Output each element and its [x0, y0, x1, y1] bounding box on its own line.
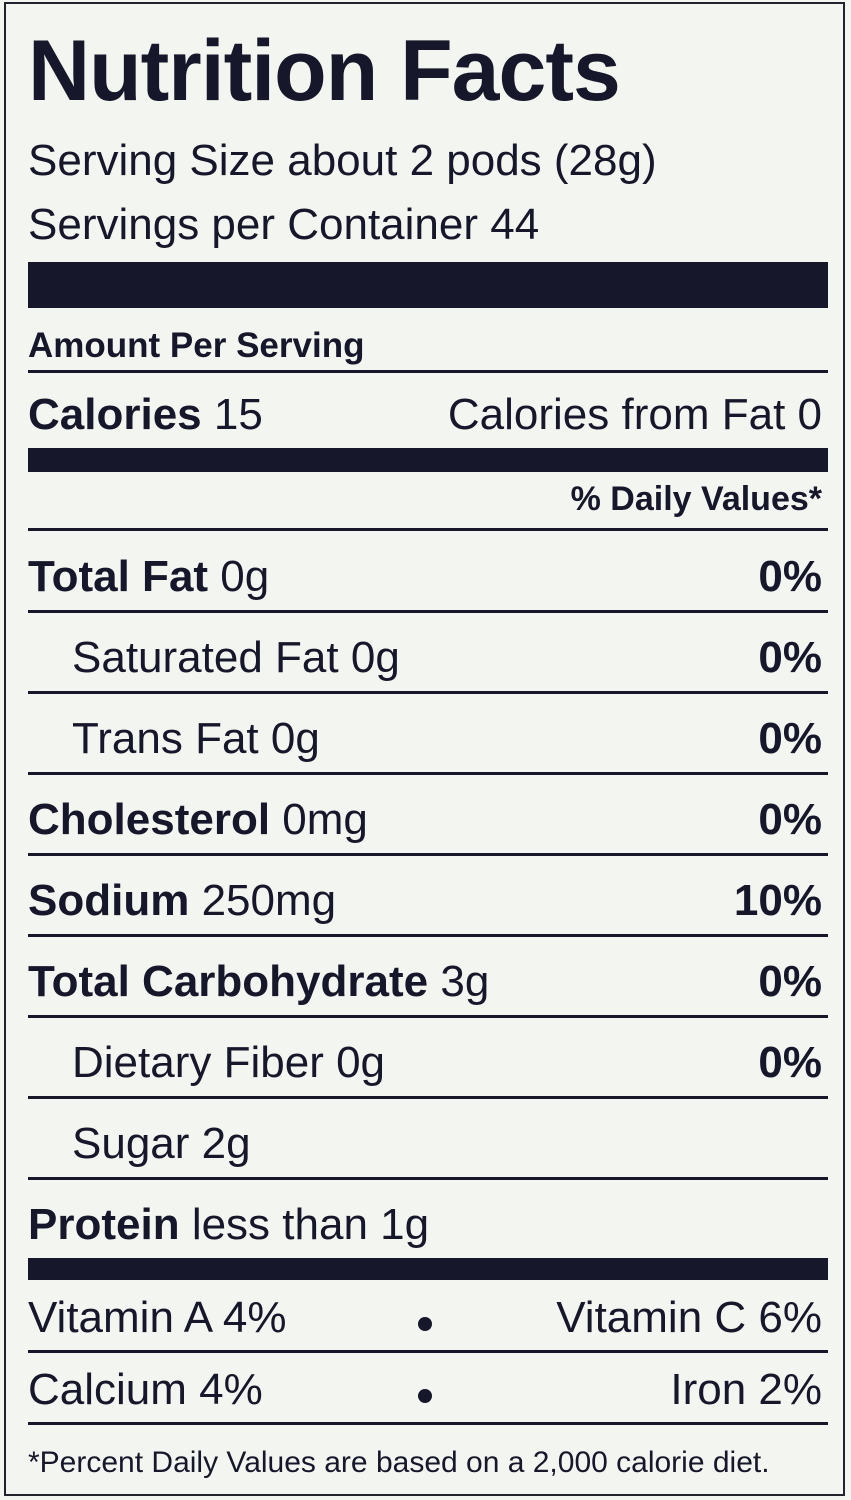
- nutrient-label: Cholesterol: [28, 795, 271, 844]
- amount-per-serving: Amount Per Serving: [28, 326, 365, 365]
- nutrient-amount: 0g: [270, 714, 320, 763]
- nutrient-row: Sugar 2g: [28, 1119, 822, 1169]
- nutrient-row: Cholesterol 0mg 0%: [28, 795, 822, 845]
- nutrient-dv: 0%: [758, 795, 822, 844]
- label-frame: [4, 2, 845, 1496]
- serving-size: Serving Size about 2 pods (28g): [28, 136, 657, 185]
- nutrient-label: Total Carbohydrate: [28, 957, 429, 1006]
- nutrient-label: Sodium: [28, 876, 190, 925]
- nutrient-row: Dietary Fiber 0g 0%: [28, 1038, 822, 1088]
- nutrient-label: Total Fat: [28, 552, 209, 601]
- nutrient: Total Carbohydrate 3g: [28, 957, 489, 1007]
- nutrient-dv: 0%: [758, 957, 822, 1006]
- nutrient: Cholesterol 0mg: [28, 795, 368, 845]
- calories-label: Calories: [28, 390, 202, 439]
- nutrient-amount: 0g: [336, 1038, 386, 1087]
- nutrient-row: Saturated Fat 0g 0%: [28, 633, 822, 683]
- nutrient: Sugar 2g: [28, 1119, 251, 1169]
- nutrient-amount: 2g: [201, 1119, 251, 1168]
- bullet: [418, 1389, 432, 1403]
- vitamin-row: Calcium 4% Iron 2%: [28, 1365, 822, 1415]
- nutrient-label: Protein: [28, 1200, 180, 1249]
- calories-from-fat: Calories from Fat 0: [447, 390, 822, 439]
- thick-rule: [28, 262, 828, 308]
- nutrient-amount: 0mg: [282, 795, 368, 844]
- rule: [28, 691, 828, 694]
- vitamin: Vitamin C 6%: [556, 1293, 822, 1342]
- nutrient-label: Trans Fat: [72, 714, 259, 763]
- calories: Calories 15: [28, 390, 263, 440]
- nutrient-label: Dietary Fiber: [72, 1038, 324, 1087]
- rule: [28, 610, 828, 613]
- nutrient-dv: 10%: [733, 876, 822, 925]
- rule: [28, 934, 828, 937]
- thick-rule: [28, 1258, 828, 1280]
- rule: [28, 1096, 828, 1099]
- footnote: *Percent Daily Values are based on a 2,0…: [28, 1446, 770, 1479]
- nutrient-amount: 0g: [350, 633, 400, 682]
- nutrient-dv: 0%: [758, 633, 822, 682]
- rule: [28, 1350, 828, 1353]
- title: Nutrition Facts: [28, 23, 621, 119]
- nutrient: Dietary Fiber 0g: [28, 1038, 385, 1088]
- rule: [28, 1015, 828, 1018]
- rule: [28, 1177, 828, 1180]
- nutrient-dv: 0%: [758, 1038, 822, 1087]
- nutrient-row: Protein less than 1g: [28, 1200, 822, 1250]
- nutrient-label: Sugar: [72, 1119, 190, 1168]
- calories-row: Calories 15 Calories from Fat 0: [28, 390, 822, 440]
- nutrient-dv: 0%: [758, 552, 822, 601]
- nutrient: Sodium 250mg: [28, 876, 336, 926]
- rule: [28, 370, 828, 373]
- dv-header: % Daily Values*: [570, 480, 822, 518]
- nutrient-row: Total Fat 0g 0%: [28, 552, 822, 602]
- nutrient-amount: 250mg: [201, 876, 337, 925]
- thick-rule: [28, 448, 828, 472]
- nutrient: Trans Fat 0g: [28, 714, 320, 764]
- nutrient-amount: less than 1g: [191, 1200, 430, 1249]
- nutrient-row: Trans Fat 0g 0%: [28, 714, 822, 764]
- calories-value: 15: [213, 390, 263, 439]
- nutrient-row: Total Carbohydrate 3g 0%: [28, 957, 822, 1007]
- vitamin: Vitamin A 4%: [28, 1293, 287, 1342]
- vitamin-row: Vitamin A 4% Vitamin C 6%: [28, 1293, 822, 1343]
- nutrient-dv: 0%: [758, 714, 822, 763]
- dv-header-row: % Daily Values*: [28, 480, 822, 519]
- nutrient: Total Fat 0g: [28, 552, 269, 602]
- rule: [28, 853, 828, 856]
- nutrient: Saturated Fat 0g: [28, 633, 400, 683]
- nutrient: Protein less than 1g: [28, 1200, 429, 1250]
- nutrient-amount: 3g: [440, 957, 490, 1006]
- bullet: [418, 1317, 432, 1331]
- nutrient-amount: 0g: [220, 552, 270, 601]
- nutrient-label: Saturated Fat: [72, 633, 339, 682]
- rule: [28, 528, 828, 531]
- servings-per-container: Servings per Container 44: [28, 200, 540, 249]
- vitamin: Iron 2%: [670, 1365, 822, 1414]
- nutrient-row: Sodium 250mg 10%: [28, 876, 822, 926]
- rule: [28, 772, 828, 775]
- vitamin: Calcium 4%: [28, 1365, 263, 1414]
- rule: [28, 1422, 828, 1425]
